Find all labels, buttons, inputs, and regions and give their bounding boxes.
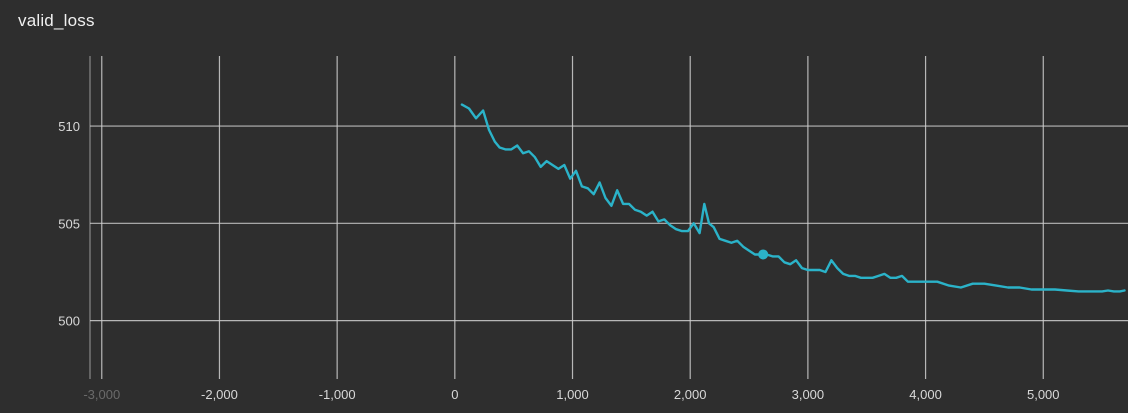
x-tick-label: 3,000	[792, 387, 825, 402]
x-tick-label: 0	[451, 387, 458, 402]
x-tick-label: -2,000	[201, 387, 238, 402]
series-line	[460, 103, 1126, 293]
x-tick-label: 1,000	[556, 387, 589, 402]
highlight-point	[758, 249, 769, 260]
chart-title: valid_loss	[18, 11, 95, 30]
x-tick-label: -3,000	[83, 387, 120, 402]
y-tick-label: 510	[58, 119, 80, 134]
x-tick-label: 4,000	[909, 387, 942, 402]
x-tick-label: -1,000	[319, 387, 356, 402]
y-tick-label: 500	[58, 314, 80, 329]
y-tick-label: 505	[58, 216, 80, 231]
x-tick-label: 5,000	[1027, 387, 1060, 402]
x-tick-label: 2,000	[674, 387, 707, 402]
